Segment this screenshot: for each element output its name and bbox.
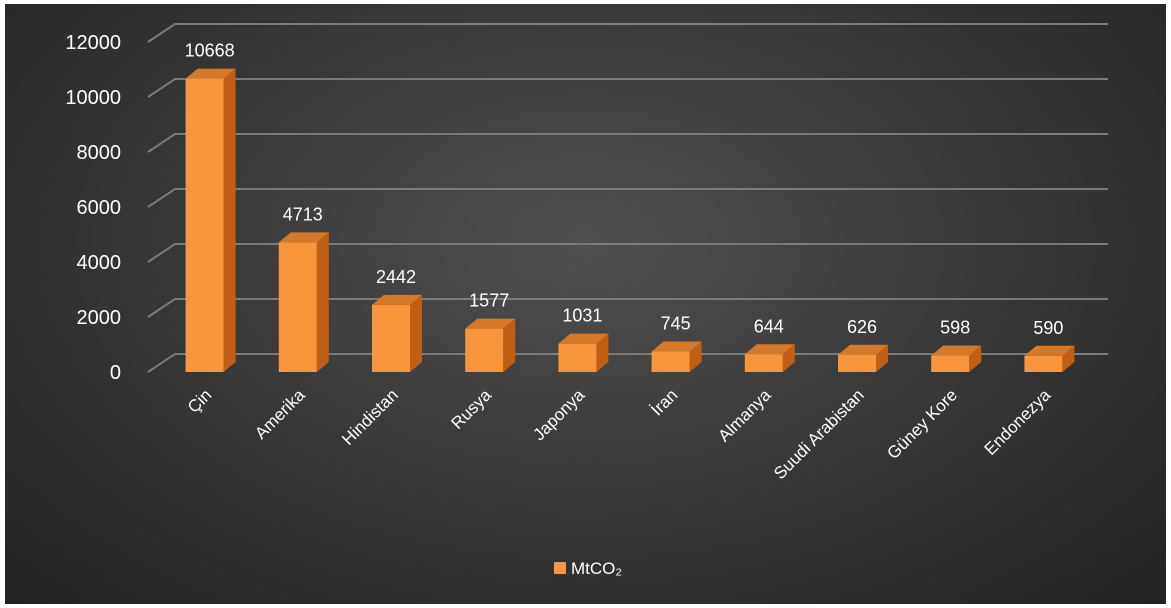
category-label: Çin <box>184 385 215 416</box>
y-tick-label: 10000 <box>65 87 121 109</box>
category-label: Almanya <box>714 385 775 446</box>
bar-front <box>185 78 224 372</box>
category-label: Suudi Arabistan <box>770 385 868 483</box>
bar <box>558 333 609 372</box>
bar <box>1024 345 1075 372</box>
bar-side <box>876 344 888 372</box>
bar <box>278 232 329 372</box>
bar <box>744 344 795 372</box>
category-label: Amerika <box>251 385 309 443</box>
category-label: Güney Kore <box>883 385 961 463</box>
legend-swatch <box>554 562 566 574</box>
bar <box>838 344 888 372</box>
bar-front <box>1024 355 1063 372</box>
bar <box>931 345 982 372</box>
bar-side <box>596 333 609 372</box>
bar-front <box>558 343 597 372</box>
bar <box>651 341 702 372</box>
bar-top <box>558 333 609 344</box>
bar-side <box>223 68 236 372</box>
y-tick-label: 4000 <box>77 252 122 274</box>
bar-side <box>503 318 516 372</box>
bar-top <box>744 344 795 355</box>
bar-top <box>372 294 422 305</box>
bar-top <box>931 345 982 356</box>
bar-side <box>782 344 795 372</box>
bar-front <box>744 354 783 372</box>
y-tick-label: 12000 <box>65 32 121 54</box>
bar-front <box>838 354 876 372</box>
data-label: 590 <box>1033 318 1063 338</box>
gridline <box>147 353 1108 373</box>
category-label: Endonezya <box>981 385 1055 459</box>
bar-top <box>278 232 329 243</box>
bar-front <box>278 242 317 372</box>
y-tick-label: 0 <box>110 362 121 384</box>
bar-top <box>185 68 236 79</box>
y-tick-label: 6000 <box>77 197 122 219</box>
data-label: 10668 <box>185 41 235 61</box>
category-label: İran <box>647 385 681 419</box>
gridline <box>147 298 1108 318</box>
bar-front <box>931 355 970 372</box>
data-label: 4713 <box>283 204 323 224</box>
bar-front <box>465 328 504 372</box>
gridline <box>147 23 1108 43</box>
bar-side <box>1062 345 1075 372</box>
y-tick-label: 2000 <box>77 307 122 329</box>
data-label: 644 <box>754 316 784 336</box>
bar-top <box>838 344 888 355</box>
legend: MtCO₂ <box>554 559 622 578</box>
y-tick-label: 8000 <box>77 142 122 164</box>
gridline <box>147 133 1108 153</box>
data-label: 598 <box>940 318 970 338</box>
bar-top <box>1024 345 1075 356</box>
category-label: Japonya <box>529 385 588 444</box>
bar <box>185 68 236 372</box>
legend-label: MtCO₂ <box>571 559 622 578</box>
bar-side <box>689 341 702 372</box>
gridline <box>147 188 1108 208</box>
bar-side <box>969 345 982 372</box>
bar-side <box>316 232 329 372</box>
bar-front <box>372 304 410 372</box>
bar <box>465 318 516 372</box>
bar-top <box>465 318 516 329</box>
category-label: Rusya <box>448 385 496 433</box>
data-label: 1577 <box>469 291 509 311</box>
gridlines <box>147 23 1108 373</box>
data-label: 2442 <box>376 267 416 287</box>
gridline <box>147 243 1108 263</box>
data-label: 1031 <box>562 306 602 326</box>
bar <box>372 294 422 372</box>
bar-side <box>410 294 422 372</box>
gridline <box>147 78 1108 98</box>
bar-front <box>651 351 690 372</box>
data-label: 626 <box>847 317 877 337</box>
chart-svg: 0 2000 4000 6000 8000 10000 12000 10668 Çin 4713 A… <box>65 23 1108 578</box>
chart-area: 0 2000 4000 6000 8000 10000 12000 10668 Çin 4713 A… <box>5 4 1166 604</box>
data-label: 745 <box>661 314 691 334</box>
category-label: Hindistan <box>338 385 402 449</box>
bar-top <box>651 341 702 352</box>
